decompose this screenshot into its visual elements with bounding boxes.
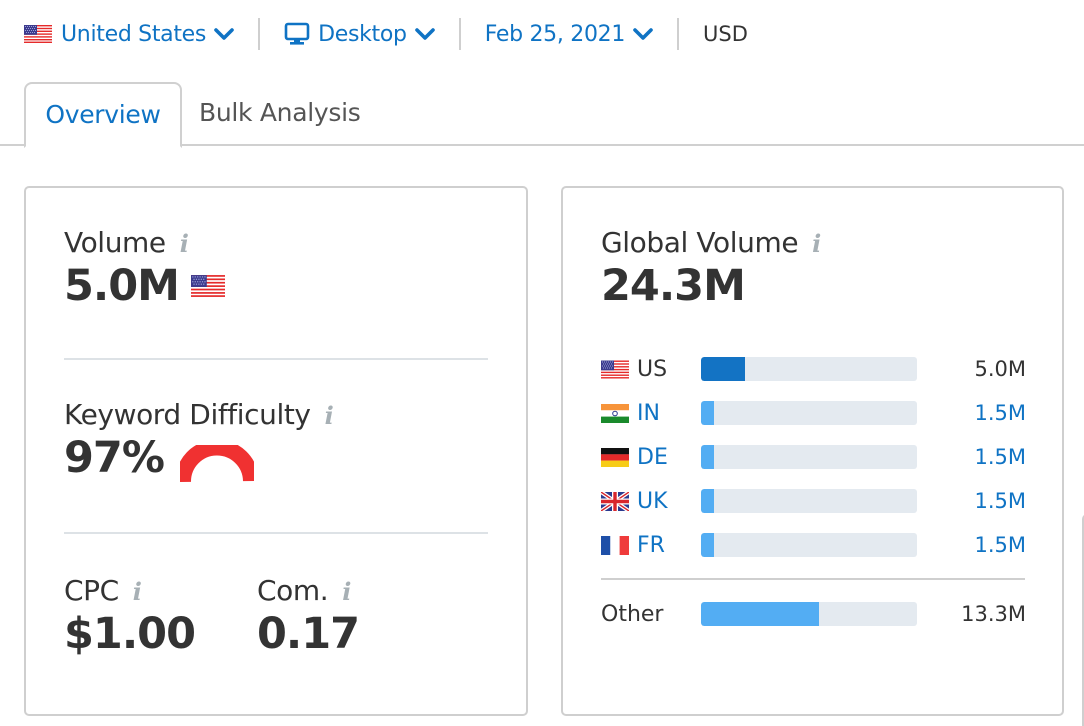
other-label: Other bbox=[601, 601, 664, 627]
partial-card-edge bbox=[1082, 514, 1084, 726]
volume-bar-fill bbox=[701, 401, 715, 425]
keyword-difficulty-label: Keyword Difficulty bbox=[64, 398, 311, 431]
chevron-down-icon bbox=[415, 27, 435, 41]
volume-value: 5.0M bbox=[64, 261, 180, 311]
divider bbox=[64, 358, 488, 360]
de-flag-icon bbox=[601, 447, 629, 467]
country-selector[interactable]: United States bbox=[24, 22, 234, 47]
country-code-link[interactable]: IN bbox=[637, 400, 660, 426]
country-code: US bbox=[637, 356, 668, 382]
desktop-monitor-icon bbox=[284, 22, 310, 45]
country-code-link[interactable]: UK bbox=[637, 488, 668, 514]
us-flag-icon bbox=[191, 274, 225, 298]
tab-overview[interactable]: Overview bbox=[24, 82, 182, 148]
divider bbox=[258, 18, 261, 50]
volume-label: Volume bbox=[64, 226, 166, 259]
global-volume-card: Global Volume i 24.3M US 5.0M IN 1.5M DE… bbox=[561, 186, 1064, 716]
chevron-down-icon bbox=[633, 27, 653, 41]
competition-value: 0.17 bbox=[257, 609, 360, 659]
info-icon[interactable]: i bbox=[179, 229, 189, 258]
date-label: Feb 25, 2021 bbox=[484, 21, 626, 47]
country-row-de: DE 1.5M bbox=[601, 442, 1026, 472]
competition-label: Com. bbox=[257, 574, 329, 607]
country-volume: 5.0M bbox=[974, 357, 1026, 381]
competition-section: Com. i 0.17 bbox=[257, 574, 360, 659]
country-code-link[interactable]: FR bbox=[637, 532, 665, 558]
volume-bar bbox=[701, 445, 917, 469]
country-label: United States bbox=[61, 21, 207, 47]
divider bbox=[458, 18, 461, 50]
volume-bar-fill bbox=[701, 489, 715, 513]
volume-bar bbox=[701, 401, 917, 425]
info-icon[interactable]: i bbox=[324, 401, 334, 430]
country-volume-link[interactable]: 1.5M bbox=[974, 533, 1026, 557]
volume-bar-fill bbox=[701, 602, 820, 626]
fr-flag-icon bbox=[601, 535, 629, 555]
date-selector[interactable]: Feb 25, 2021 bbox=[485, 22, 653, 47]
volume-bar-fill bbox=[701, 445, 715, 469]
divider bbox=[601, 578, 1025, 580]
other-volume: 13.3M bbox=[961, 602, 1026, 626]
global-volume-label: Global Volume bbox=[601, 226, 799, 259]
country-volume-link[interactable]: 1.5M bbox=[974, 489, 1026, 513]
cpc-value: $1.00 bbox=[64, 609, 196, 659]
volume-bar-fill bbox=[701, 533, 715, 557]
currency-label: USD bbox=[703, 22, 748, 46]
country-code-link[interactable]: DE bbox=[637, 444, 668, 470]
volume-bar bbox=[701, 357, 917, 381]
in-flag-icon bbox=[601, 403, 629, 423]
tab-bulk-analysis[interactable]: Bulk Analysis bbox=[199, 98, 361, 127]
filter-bar: United States Desktop Feb 25, 2021 USD bbox=[24, 16, 748, 52]
country-row-fr: FR 1.5M bbox=[601, 530, 1026, 560]
country-row-us: US 5.0M bbox=[601, 354, 1026, 384]
country-volume-link[interactable]: 1.5M bbox=[974, 445, 1026, 469]
keyword-difficulty-section: Keyword Difficulty i 97% bbox=[64, 398, 334, 483]
difficulty-gauge-icon bbox=[179, 445, 254, 483]
cpc-label: CPC bbox=[64, 574, 119, 607]
global-volume-header: Global Volume i 24.3M bbox=[601, 226, 821, 311]
chevron-down-icon bbox=[214, 27, 234, 41]
cpc-section: CPC i $1.00 bbox=[64, 574, 196, 659]
us-flag-icon bbox=[24, 25, 52, 43]
volume-bar-fill bbox=[701, 357, 746, 381]
info-icon[interactable]: i bbox=[812, 229, 821, 258]
keyword-difficulty-value: 97% bbox=[64, 433, 165, 483]
tab-bar: Overview Bulk Analysis bbox=[0, 82, 1084, 148]
info-icon[interactable]: i bbox=[342, 577, 351, 606]
divider bbox=[677, 18, 680, 50]
volume-section: Volume i 5.0M bbox=[64, 226, 225, 311]
volume-bar bbox=[701, 602, 917, 626]
us-flag-icon bbox=[601, 360, 629, 379]
country-volume-link[interactable]: 1.5M bbox=[974, 401, 1026, 425]
uk-flag-icon bbox=[601, 491, 629, 511]
keyword-metrics-card: Volume i 5.0M Keyword Difficulty i 97% C… bbox=[24, 186, 528, 716]
info-icon[interactable]: i bbox=[132, 577, 142, 606]
volume-bar bbox=[701, 533, 917, 557]
country-row-uk: UK 1.5M bbox=[601, 486, 1026, 516]
divider bbox=[64, 532, 488, 534]
device-label: Desktop bbox=[318, 21, 407, 47]
volume-bar bbox=[701, 489, 917, 513]
device-selector[interactable]: Desktop bbox=[284, 22, 435, 47]
global-volume-value: 24.3M bbox=[601, 261, 746, 311]
country-row-other: Other 13.3M bbox=[601, 599, 1026, 629]
country-row-in: IN 1.5M bbox=[601, 398, 1026, 428]
